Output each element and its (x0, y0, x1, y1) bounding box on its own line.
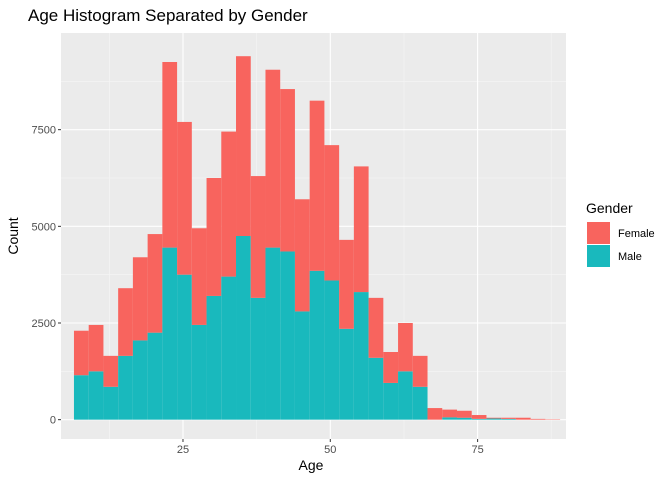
bar-male (383, 382, 399, 420)
bar-female (177, 121, 192, 275)
bar-male (265, 247, 281, 420)
bar-female (427, 408, 443, 420)
bar-female (280, 89, 295, 252)
bar-female (250, 176, 266, 298)
bar-female (309, 100, 325, 271)
bars-layer (73, 56, 561, 420)
y-tick-label: 7500 (32, 125, 56, 137)
bar-female (398, 323, 413, 372)
bar-female (236, 56, 251, 237)
bar-female (147, 234, 163, 333)
bar-male (206, 295, 222, 420)
bar-female (412, 355, 428, 387)
bar-male (339, 328, 354, 420)
y-tick-label: 5000 (32, 221, 56, 233)
bar-male (294, 311, 310, 420)
bar-female (265, 69, 281, 248)
bar-male (177, 274, 192, 420)
bar-male (118, 355, 133, 420)
bar-male (73, 375, 89, 420)
bar-male (221, 276, 237, 420)
legend-title: Gender (586, 200, 633, 216)
x-tick-label: 75 (471, 444, 483, 456)
bar-female (206, 178, 222, 296)
y-tick-label: 2500 (32, 318, 56, 330)
bar-male (236, 236, 251, 420)
bar-female (132, 257, 148, 341)
bar-male (353, 292, 369, 420)
bar-female (221, 131, 237, 277)
bar-male (324, 280, 340, 420)
bar-female (456, 410, 472, 418)
y-axis-title: Count (5, 217, 21, 254)
bar-male (132, 340, 148, 420)
bar-female (294, 199, 310, 312)
bar-male (368, 357, 384, 420)
bar-female (383, 352, 399, 383)
legend-label-male: Male (618, 251, 642, 263)
bar-male (147, 332, 163, 420)
x-tick-label: 25 (177, 444, 189, 456)
bar-female (162, 62, 178, 248)
bar-female (191, 228, 207, 325)
bar-female (324, 145, 340, 281)
bar-female (118, 288, 133, 356)
legend-key-female (587, 222, 610, 244)
bar-female (88, 324, 104, 372)
bar-female (103, 355, 119, 387)
bar-male (309, 270, 325, 420)
bar-female (339, 239, 354, 329)
bar-male (162, 247, 178, 420)
x-axis: 25 50 75 (177, 439, 484, 456)
bar-male (398, 371, 413, 420)
legend-label-female: Female (618, 228, 655, 240)
bar-male (486, 418, 502, 420)
bar-female (368, 297, 384, 358)
bar-male (191, 324, 207, 420)
bar-female (442, 409, 457, 418)
y-tick-label: 0 (50, 415, 56, 427)
bar-male (88, 371, 104, 420)
bar-male (471, 418, 487, 420)
bar-female (471, 415, 487, 419)
bar-male (412, 386, 428, 420)
legend: Gender Female Male (586, 200, 655, 267)
x-axis-title: Age (299, 457, 324, 473)
bar-male (103, 386, 119, 420)
bar-female (486, 417, 502, 419)
bar-male (250, 297, 266, 420)
bar-female (530, 418, 546, 420)
chart-title: Age Histogram Separated by Gender (28, 6, 308, 25)
legend-key-male (587, 245, 610, 267)
bar-female (501, 417, 516, 419)
bar-female (353, 166, 369, 293)
bar-male (280, 251, 295, 420)
bar-male (442, 417, 457, 420)
bar-male (501, 418, 516, 420)
x-tick-label: 50 (324, 444, 336, 456)
bar-female (73, 330, 89, 376)
bar-female (515, 417, 531, 420)
y-axis: 0 2500 5000 7500 (32, 125, 61, 427)
bar-male (456, 417, 472, 420)
